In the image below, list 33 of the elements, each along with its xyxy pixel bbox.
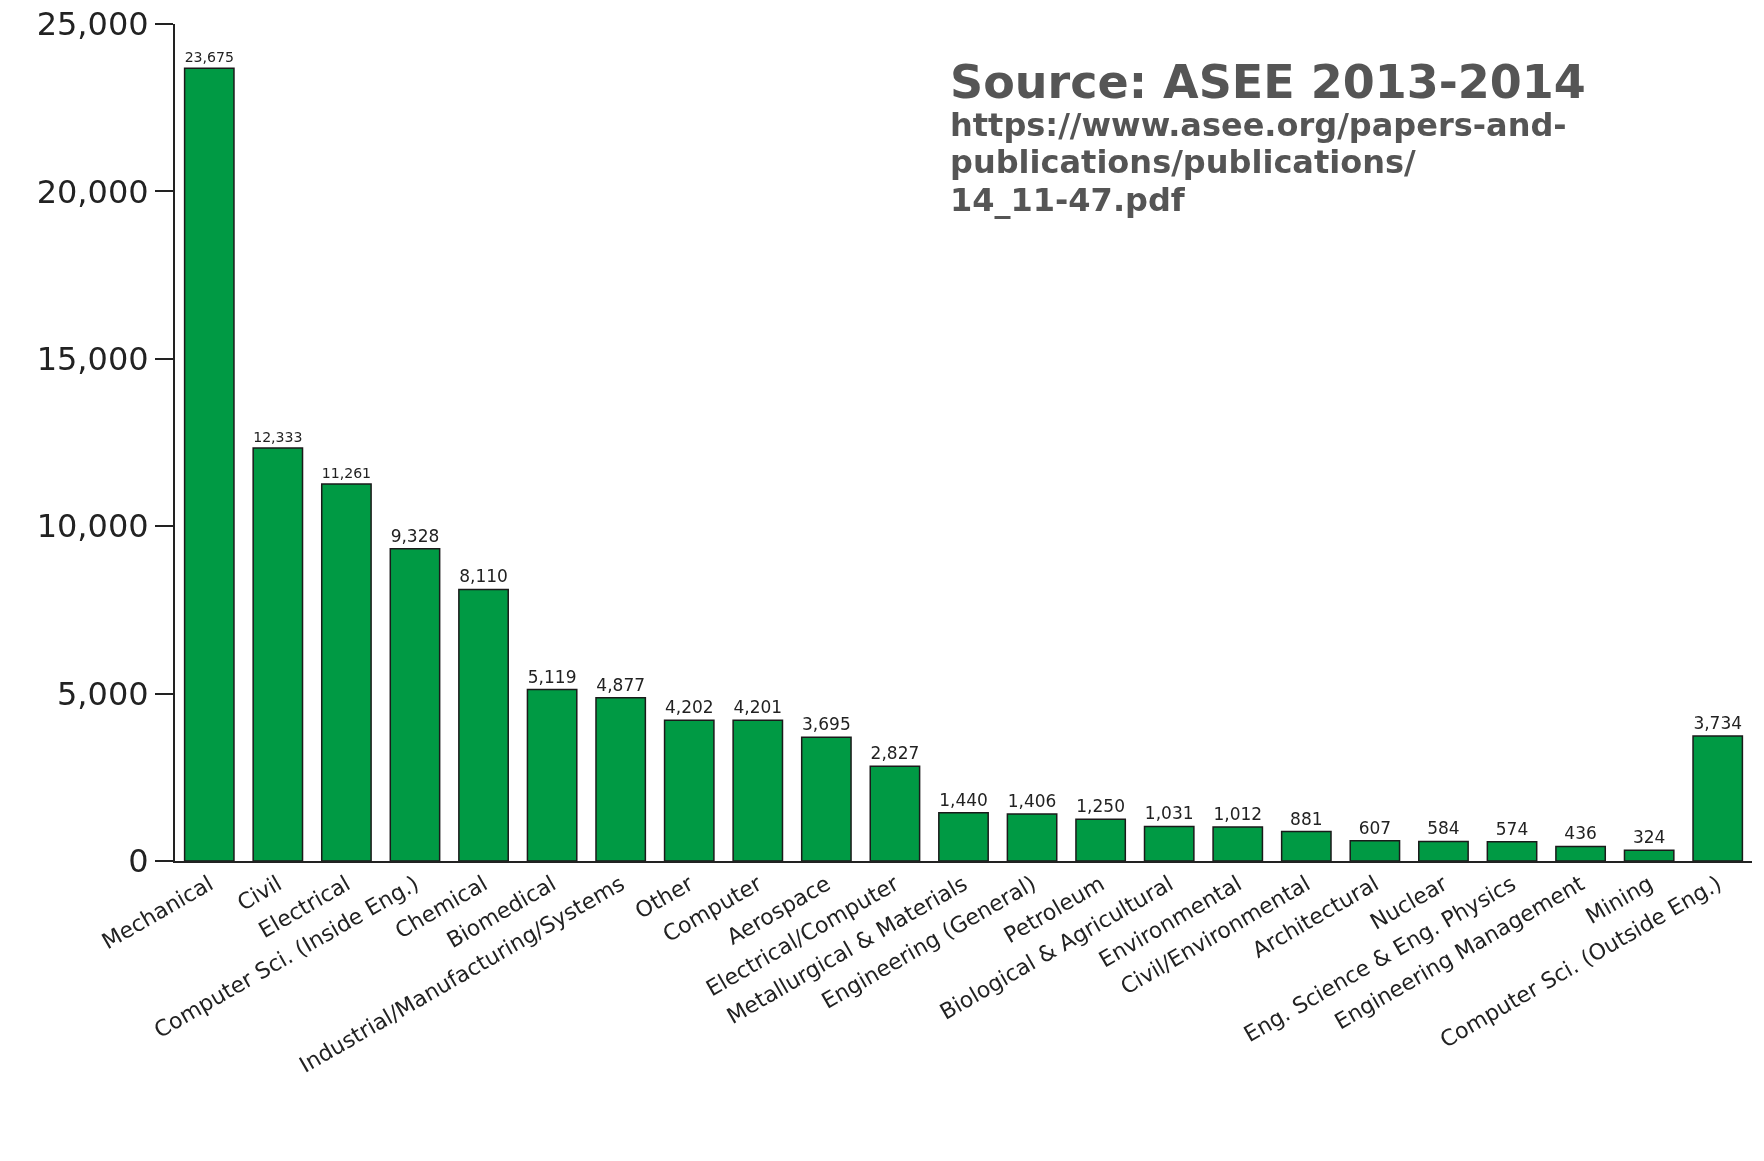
data-label: 4,877 [596,674,646,695]
y-tick-label: 25,000 [36,5,149,44]
annotation: Source: ASEE 2013-2014 [950,55,1586,109]
y-tick-label: 10,000 [36,507,149,546]
data-label: 2,827 [870,743,920,764]
data-label: 1,012 [1213,804,1263,825]
data-label: 4,202 [664,697,714,718]
data-label: 1,031 [1144,803,1194,824]
y-tick-label: 5,000 [56,674,149,713]
y-tick-label: 15,000 [36,340,149,378]
y-tick-label: 20,000 [36,172,149,211]
data-label: 4,201 [733,697,783,718]
data-label: 9,328 [390,525,440,546]
annotation: publications/publications/ [950,143,1417,181]
y-tick-label: 0 [128,842,149,881]
annotation: https://www.asee.org/papers-and- [950,106,1567,144]
data-label: 324 [1632,827,1666,848]
data-label: 1,406 [1007,790,1057,811]
data-label: 8,110 [459,566,508,587]
data-label: 436 [1564,823,1597,844]
data-label: 3,734 [1693,712,1743,733]
data-label: 574 [1495,818,1529,839]
data-label: 5,119 [527,666,577,687]
data-label: 12,333 [253,428,303,445]
data-label: 881 [1290,808,1323,829]
data-label: 3,695 [802,714,851,735]
data-label: 1,440 [939,789,988,810]
data-label: 1,250 [1076,796,1125,817]
data-label: 607 [1358,817,1392,838]
annotation: 14_11-47.pdf [950,181,1186,219]
data-label: 11,261 [321,464,372,481]
data-label: 584 [1427,818,1460,839]
data-label: 23,675 [184,49,234,66]
